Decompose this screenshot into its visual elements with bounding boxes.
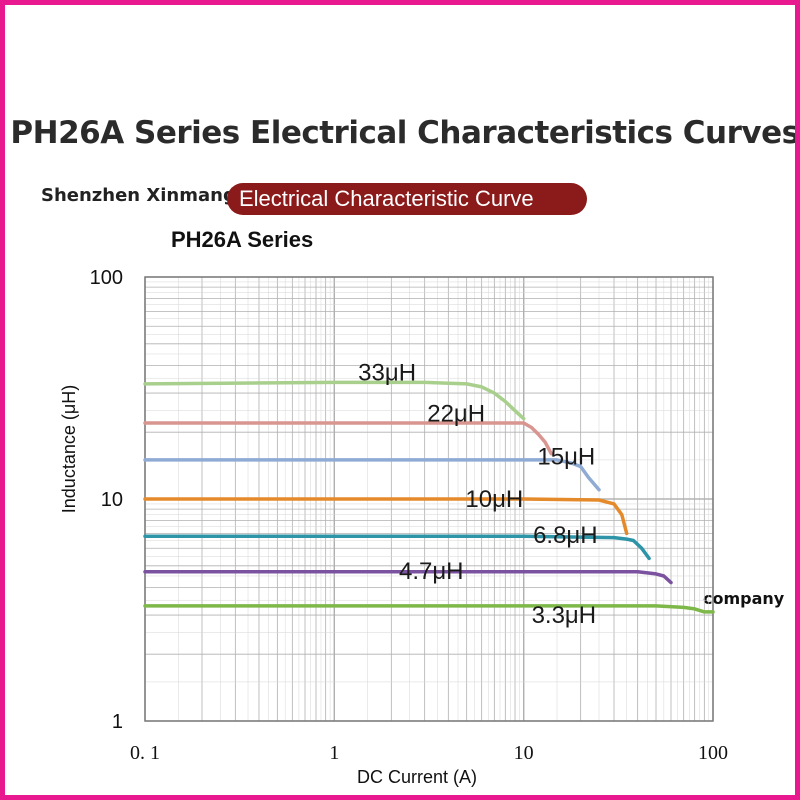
chart-type-pill: Electrical Characteristic Curve xyxy=(227,183,587,215)
y-axis-label: Inductance (μH) xyxy=(59,385,79,513)
series-line-3 xyxy=(143,497,629,536)
series-line-0 xyxy=(143,380,526,421)
series-label-0: 33μH xyxy=(358,359,416,386)
chart-title: PH26A Series xyxy=(171,227,314,252)
company-label: company xyxy=(703,589,785,608)
x-tick-label: 0. 1 xyxy=(130,742,160,764)
series-label-6: 3.3μH xyxy=(532,602,597,629)
series-line-1 xyxy=(143,421,554,456)
y-tick-label: 1 xyxy=(112,711,123,733)
series-label-1: 22μH xyxy=(427,400,485,427)
chart-axes: 100 10 1 0. 1 1 10 100 DC Current (A) Inductance… xyxy=(59,267,728,787)
y-tick-label: 100 xyxy=(90,267,123,289)
x-tick-label: 1 xyxy=(329,742,339,764)
chart-series xyxy=(143,380,715,614)
series-line-4 xyxy=(143,534,651,561)
series-label-2: 15μH xyxy=(537,444,595,471)
inductance-chart: 100 10 1 0. 1 1 10 100 DC Current (A) Inductance… xyxy=(59,267,728,787)
chart-series-labels: 33μH 22μH 15μH 10μH 6.8μH 4.7μH 3.3μH xyxy=(358,359,597,629)
x-axis-label: DC Current (A) xyxy=(357,767,477,787)
series-label-5: 4.7μH xyxy=(399,558,464,585)
series-line-5 xyxy=(143,570,673,585)
x-tick-label: 10 xyxy=(514,742,534,764)
x-tick-label: 100 xyxy=(698,742,728,764)
series-line-6 xyxy=(143,604,715,614)
series-label-3: 10μH xyxy=(465,486,523,513)
page-title: PH26A Series Electrical Characteristics … xyxy=(10,115,800,151)
y-tick-label: 10 xyxy=(101,489,123,511)
series-line-2 xyxy=(143,458,601,492)
brand-name: Shenzhen Xinmang xyxy=(41,185,236,206)
series-label-4: 6.8μH xyxy=(533,522,598,549)
